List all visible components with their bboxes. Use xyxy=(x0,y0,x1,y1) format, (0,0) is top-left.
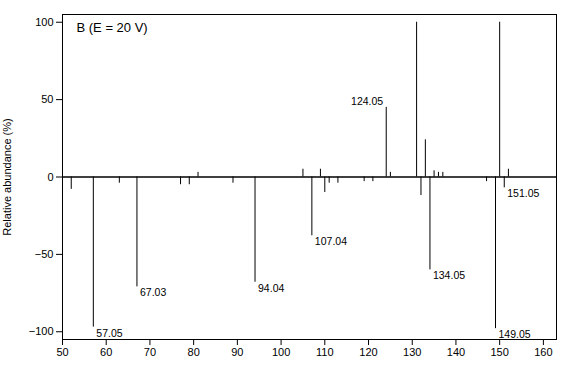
svg-text:50: 50 xyxy=(41,93,53,105)
svg-text:−50: −50 xyxy=(35,248,54,260)
svg-text:−100: −100 xyxy=(29,325,54,337)
svg-text:107.04: 107.04 xyxy=(315,235,347,247)
svg-text:151.05: 151.05 xyxy=(507,187,539,199)
svg-text:60: 60 xyxy=(100,346,112,358)
svg-text:0: 0 xyxy=(47,171,53,183)
svg-text:140: 140 xyxy=(447,346,465,358)
svg-text:149.05: 149.05 xyxy=(499,328,531,340)
svg-text:Relative abundance (%): Relative abundance (%) xyxy=(1,118,13,235)
svg-text:50: 50 xyxy=(56,346,68,358)
svg-text:100: 100 xyxy=(35,16,53,28)
svg-text:124.05: 124.05 xyxy=(351,95,383,107)
svg-text:110: 110 xyxy=(316,346,334,358)
svg-text:70: 70 xyxy=(144,346,156,358)
svg-text:100: 100 xyxy=(272,346,290,358)
svg-text:120: 120 xyxy=(359,346,377,358)
svg-text:90: 90 xyxy=(231,346,243,358)
svg-text:160: 160 xyxy=(534,346,552,358)
svg-text:130: 130 xyxy=(403,346,421,358)
svg-text:80: 80 xyxy=(188,346,200,358)
svg-text:B (E = 20 V): B (E = 20 V) xyxy=(77,20,148,35)
svg-text:150: 150 xyxy=(490,346,508,358)
svg-text:67.03: 67.03 xyxy=(140,286,166,298)
svg-text:94.04: 94.04 xyxy=(258,282,284,294)
svg-text:57.05: 57.05 xyxy=(96,327,122,339)
svg-text:134.05: 134.05 xyxy=(433,269,465,281)
